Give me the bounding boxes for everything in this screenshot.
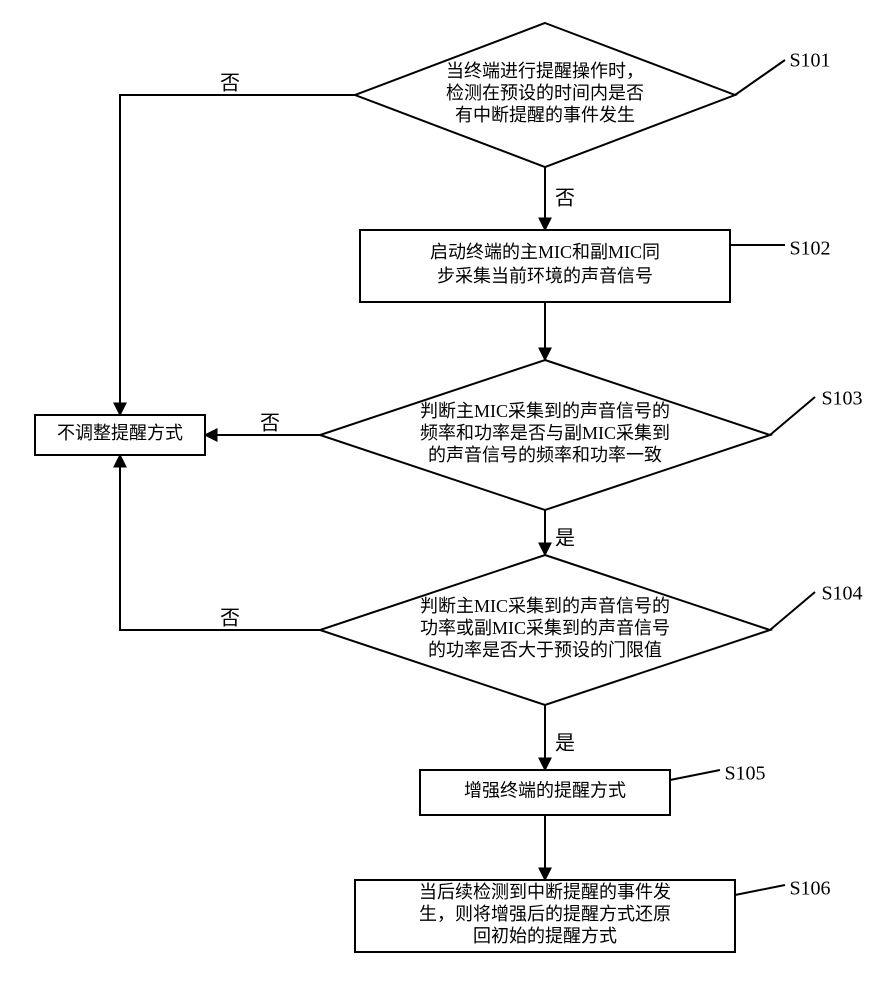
s102-label: S102	[789, 238, 830, 260]
svg-text:检测在预设的时间内是否: 检测在预设的时间内是否	[446, 83, 644, 103]
s101-label: S101	[789, 50, 830, 72]
svg-text:启动终端的主MIC和副MIC同: 启动终端的主MIC和副MIC同	[430, 242, 660, 262]
svg-text:增强终端的提醒方式: 增强终端的提醒方式	[464, 781, 626, 801]
s105: 增强终端的提醒方式	[420, 770, 670, 815]
edge-label-3: 是	[555, 733, 575, 755]
svg-text:当终端进行提醒操作时，: 当终端进行提醒操作时，	[446, 61, 644, 81]
svg-text:功率或副MIC采集到的声音信号: 功率或副MIC采集到的声音信号	[420, 618, 670, 638]
svg-text:的声音信号的频率和功率一致: 的声音信号的频率和功率一致	[428, 445, 662, 465]
edge-7	[120, 455, 320, 630]
edge-label-0: 否	[555, 188, 575, 210]
svg-text:回初始的提醒方式: 回初始的提醒方式	[473, 926, 617, 946]
leader-8	[735, 60, 785, 95]
svg-text:生，则将增强后的提醒方式还原: 生，则将增强后的提醒方式还原	[419, 904, 671, 924]
svg-text:有中断提醒的事件发生: 有中断提醒的事件发生	[455, 105, 635, 125]
leader-13	[735, 885, 785, 895]
s103: 判断主MIC采集到的声音信号的频率和功率是否与副MIC采集到的声音信号的频率和功…	[320, 360, 770, 510]
s101: 当终端进行提醒操作时，检测在预设的时间内是否有中断提醒的事件发生	[355, 23, 735, 167]
edge-label-2: 是	[555, 528, 575, 550]
s106-label: S106	[789, 878, 830, 900]
svg-text:不调整提醒方式: 不调整提醒方式	[57, 423, 183, 443]
s103-label: S103	[821, 388, 862, 410]
edge-6	[120, 95, 355, 415]
svg-text:判断主MIC采集到的声音信号的: 判断主MIC采集到的声音信号的	[420, 401, 670, 421]
edge-label-7: 否	[220, 608, 240, 630]
leader-11	[770, 592, 815, 630]
svg-text:步采集当前环境的声音信号: 步采集当前环境的声音信号	[437, 266, 653, 286]
edge-label-6: 否	[220, 73, 240, 95]
s104-label: S104	[821, 583, 862, 605]
s102: 启动终端的主MIC和副MIC同步采集当前环境的声音信号	[360, 230, 730, 302]
s106: 当后续检测到中断提醒的事件发生，则将增强后的提醒方式还原回初始的提醒方式	[355, 880, 735, 952]
svg-text:的功率是否大于预设的门限值: 的功率是否大于预设的门限值	[428, 640, 662, 660]
s105-label: S105	[724, 763, 765, 785]
svg-text:频率和功率是否与副MIC采集到: 频率和功率是否与副MIC采集到	[420, 423, 670, 443]
noadjust: 不调整提醒方式	[35, 415, 205, 455]
edge-label-5: 否	[260, 413, 280, 435]
svg-text:判断主MIC采集到的声音信号的: 判断主MIC采集到的声音信号的	[420, 596, 670, 616]
svg-text:当后续检测到中断提醒的事件发: 当后续检测到中断提醒的事件发	[419, 882, 671, 902]
leader-10	[770, 397, 815, 435]
leader-12	[670, 770, 720, 780]
s104: 判断主MIC采集到的声音信号的功率或副MIC采集到的声音信号的功率是否大于预设的…	[320, 555, 770, 705]
